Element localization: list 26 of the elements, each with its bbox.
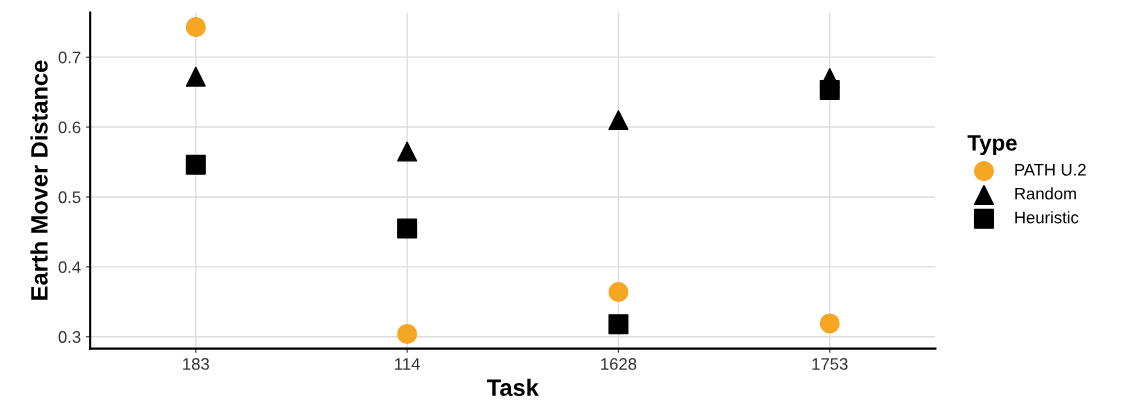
x-tick-label: 1753 [812, 358, 848, 370]
legend-label: Random [1015, 187, 1076, 200]
y-tick-label: 0.6 [58, 121, 81, 134]
y-tick-label: 0.5 [58, 191, 81, 204]
point [819, 68, 840, 89]
x-tick-label: 114 [395, 358, 420, 370]
legend-title: Type [967, 135, 1017, 156]
x-tick-label: 183 [183, 358, 209, 370]
y-tick-label: 0.3 [58, 331, 81, 343]
point [185, 17, 206, 38]
point [397, 323, 418, 344]
point [397, 218, 418, 239]
legend-label: Heuristic [1015, 211, 1079, 224]
point [185, 66, 206, 87]
point [819, 313, 840, 334]
point [185, 154, 206, 175]
y-axis-title: Earth Mover Distance [30, 60, 48, 300]
legend-label: PATH U.2 [1015, 163, 1086, 176]
point [608, 110, 629, 131]
point [608, 314, 629, 335]
point [397, 141, 418, 162]
x-tick-label: 1628 [601, 358, 637, 370]
x-axis-title: Task [487, 378, 539, 397]
y-tick-label: 0.7 [58, 51, 81, 64]
point [608, 281, 629, 303]
y-tick-label: 0.4 [58, 261, 81, 274]
